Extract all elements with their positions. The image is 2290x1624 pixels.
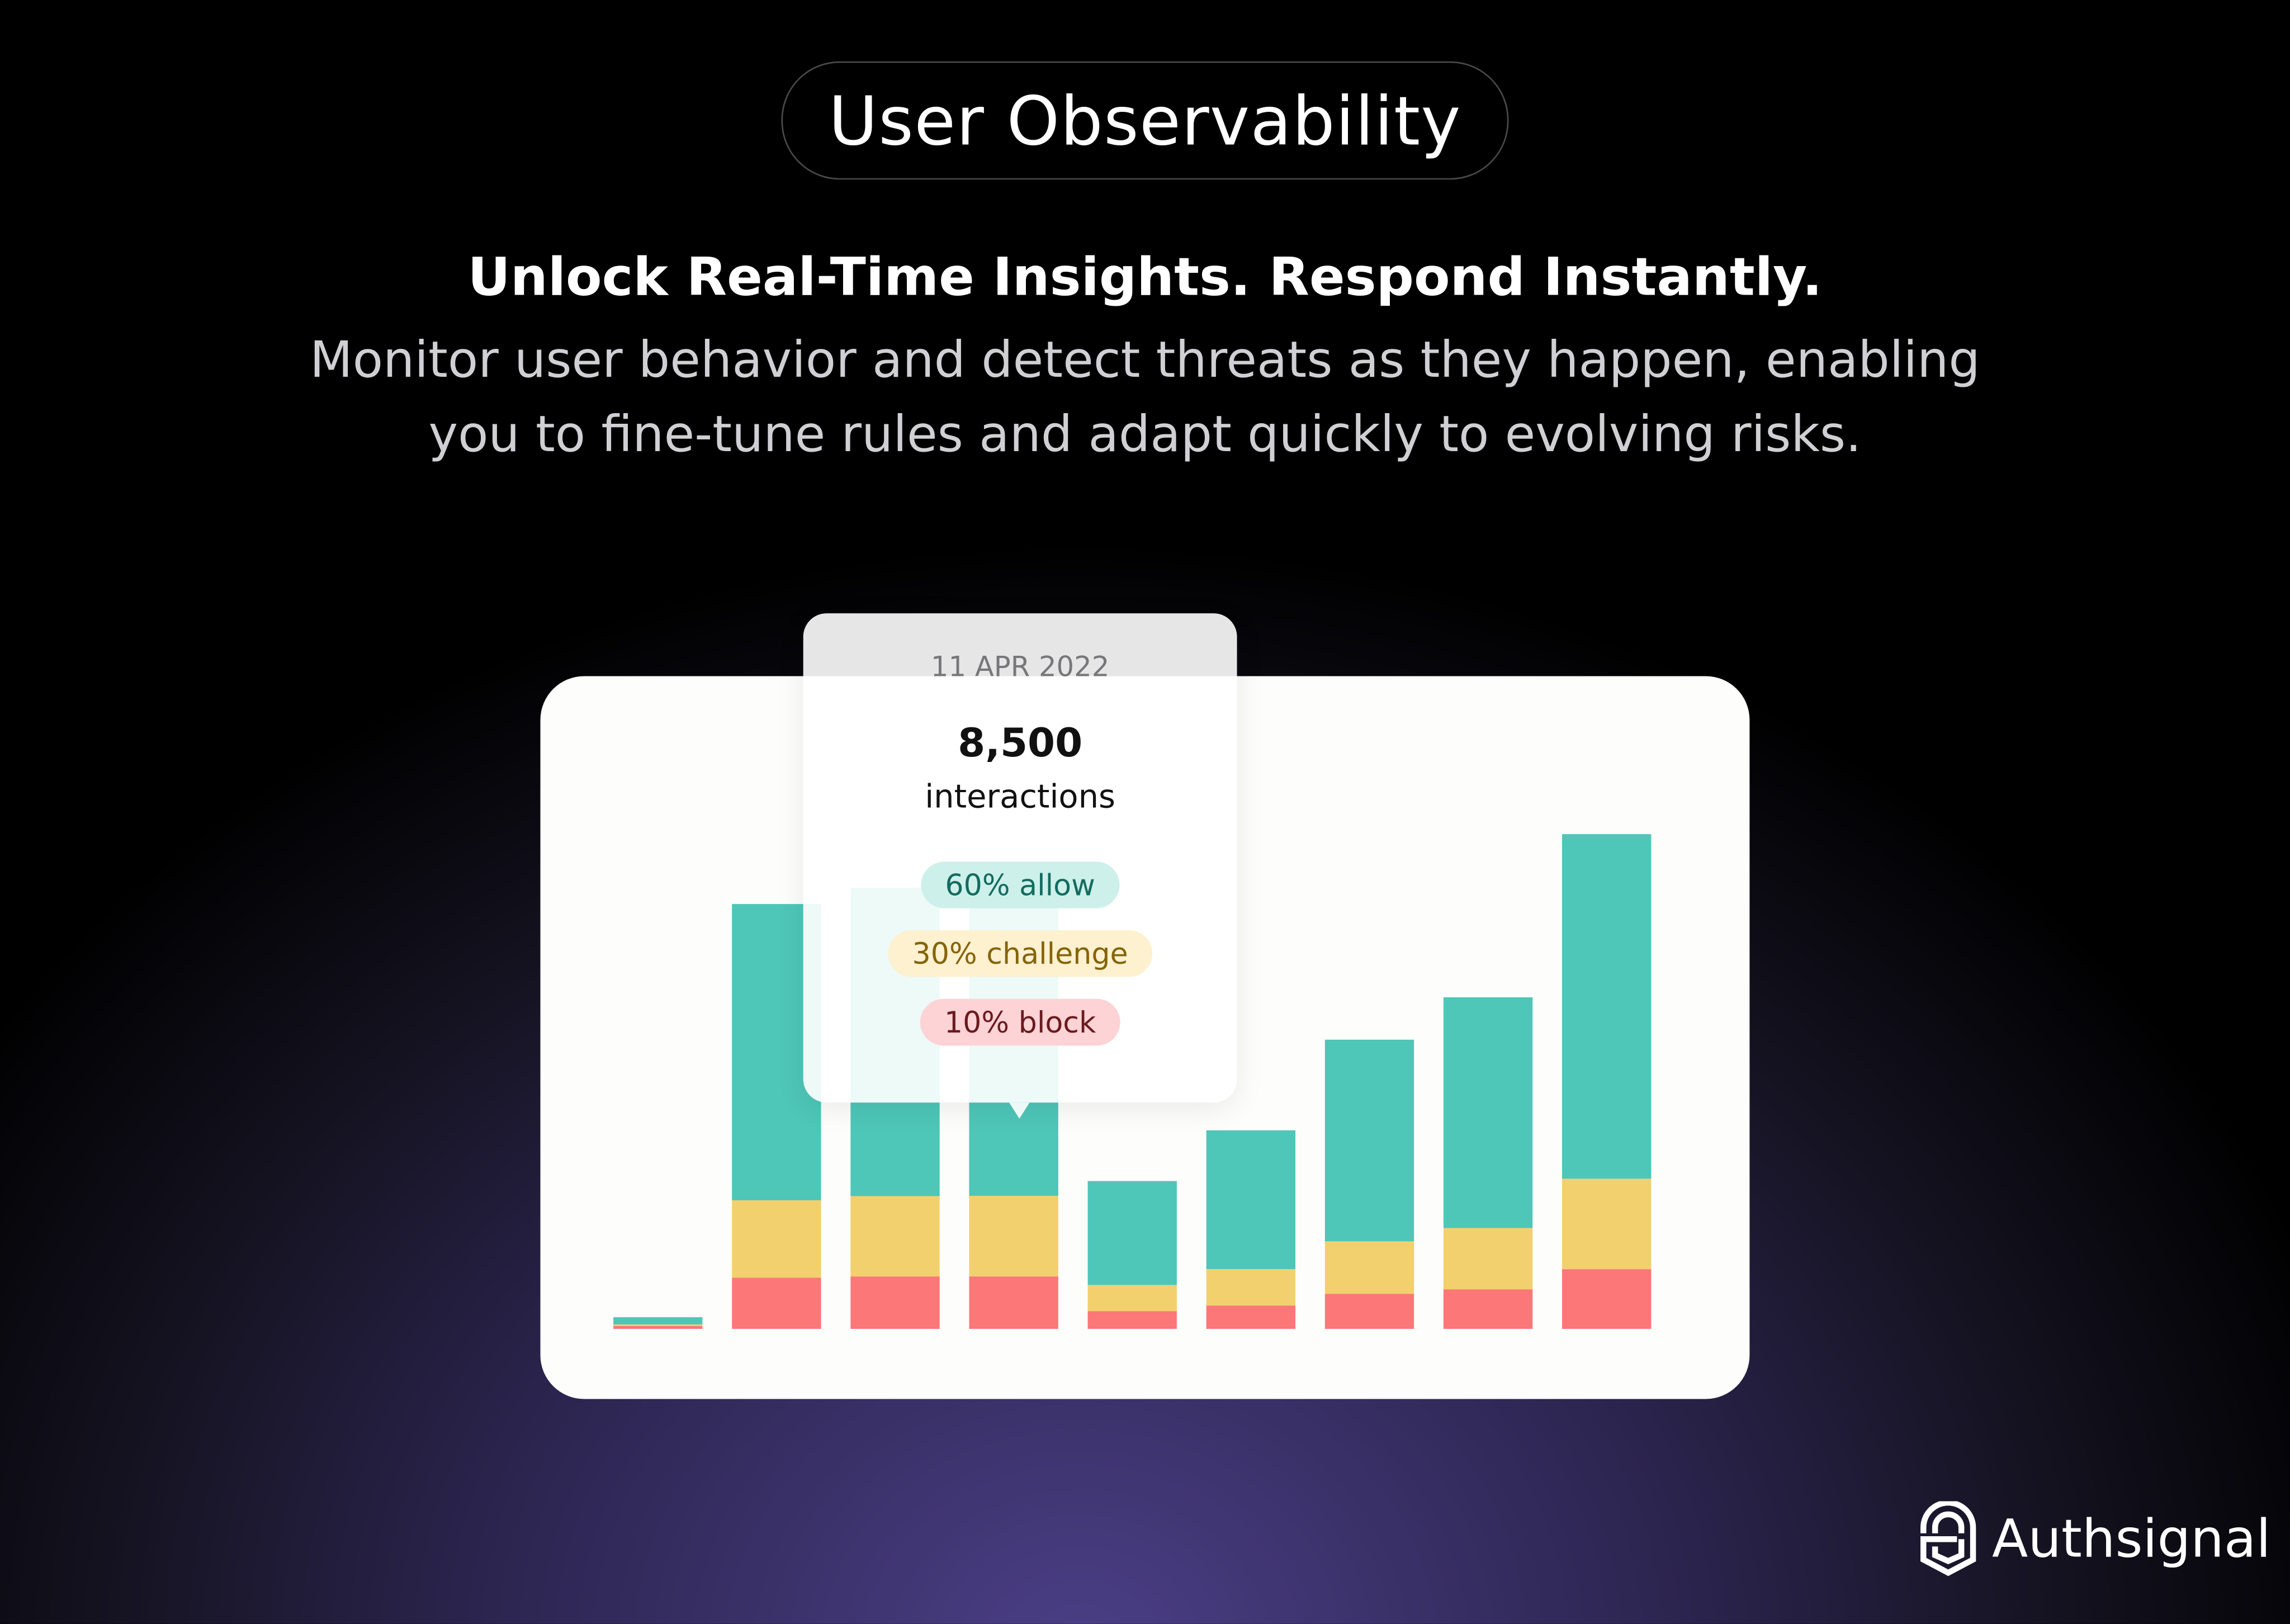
bar-block-1[interactable] xyxy=(613,1325,703,1329)
bar-challenge-9[interactable] xyxy=(1562,1178,1652,1270)
bar-block-3[interactable] xyxy=(850,1276,940,1329)
bar-allow-1[interactable] xyxy=(613,1317,703,1325)
bar-allow-6[interactable] xyxy=(1206,1130,1296,1270)
brand-name: Authsignal xyxy=(1992,1509,2271,1569)
bar-allow-5[interactable] xyxy=(1087,1181,1177,1285)
bar-block-9[interactable] xyxy=(1562,1269,1652,1329)
bar-block-6[interactable] xyxy=(1206,1305,1296,1329)
block-badge: 10% block xyxy=(919,998,1121,1046)
bar-challenge-7[interactable] xyxy=(1324,1241,1414,1294)
bar-challenge-6[interactable] xyxy=(1206,1269,1296,1306)
bar-block-4[interactable] xyxy=(969,1276,1058,1329)
bar-allow-8[interactable] xyxy=(1443,997,1533,1228)
bar-block-7[interactable] xyxy=(1324,1294,1414,1329)
description-line: you to fine-tune rules and adapt quickly… xyxy=(428,406,1862,465)
chart-tooltip: 11 APR 2022 8,500 interactions 60% allow… xyxy=(803,613,1237,1103)
shield-lock-icon xyxy=(1920,1501,1976,1576)
bar-challenge-5[interactable] xyxy=(1087,1285,1177,1311)
bar-block-5[interactable] xyxy=(1087,1311,1177,1329)
tooltip-value: 8,500 xyxy=(958,721,1083,767)
bar-challenge-2[interactable] xyxy=(732,1200,821,1278)
bar-allow-9[interactable] xyxy=(1562,834,1652,1179)
bar-allow-7[interactable] xyxy=(1324,1039,1414,1242)
bar-challenge-3[interactable] xyxy=(850,1196,940,1277)
bar-challenge-8[interactable] xyxy=(1443,1228,1533,1290)
challenge-badge: 30% challenge xyxy=(887,930,1153,977)
bar-block-8[interactable] xyxy=(1443,1289,1533,1329)
headline: Unlock Real-Time Insights. Respond Insta… xyxy=(467,248,1823,309)
tooltip-date: 11 APR 2022 xyxy=(930,651,1110,684)
page-title: User Observability xyxy=(781,61,1509,180)
description: Monitor user behavior and detect threats… xyxy=(0,324,2290,473)
bar-block-2[interactable] xyxy=(732,1277,821,1329)
allow-badge: 60% allow xyxy=(920,861,1120,908)
description-line: Monitor user behavior and detect threats… xyxy=(310,331,1980,390)
bar-challenge-1[interactable] xyxy=(613,1324,703,1326)
tooltip-pointer xyxy=(1009,1102,1030,1119)
bar-challenge-4[interactable] xyxy=(969,1196,1058,1277)
tooltip-unit: interactions xyxy=(925,779,1115,817)
brand-logo: Authsignal xyxy=(1919,1501,2271,1577)
